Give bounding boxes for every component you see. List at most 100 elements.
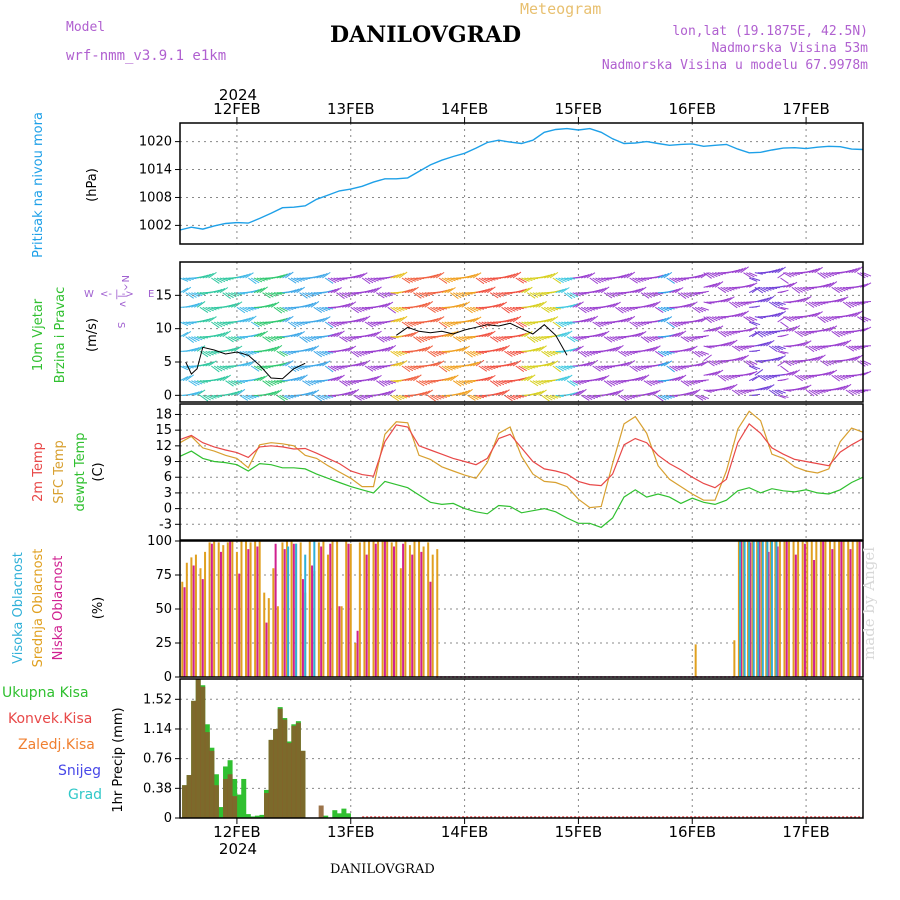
wind-barb xyxy=(683,292,692,298)
wind-barb xyxy=(598,287,607,294)
wind-barb xyxy=(381,380,391,386)
wind-barb xyxy=(820,345,829,348)
wind-barb xyxy=(509,394,519,400)
wind-barb xyxy=(563,374,573,382)
wind-barb xyxy=(296,375,305,382)
wind-barb xyxy=(208,306,217,311)
wind-barb xyxy=(430,350,439,357)
wind-barb xyxy=(253,321,263,327)
wind-barb xyxy=(731,389,741,396)
wind-barb xyxy=(601,277,610,281)
wind-barb xyxy=(268,292,277,297)
wind-barb xyxy=(390,336,399,339)
wind-barb xyxy=(748,282,758,288)
wind-barb xyxy=(444,287,453,294)
wind-barb xyxy=(857,301,866,304)
wind-barb xyxy=(726,374,735,379)
wind-barb xyxy=(470,317,479,323)
wind-barb xyxy=(632,365,641,372)
wind-barb xyxy=(287,277,297,284)
wind-barb xyxy=(347,389,357,396)
wind-barb xyxy=(376,380,385,387)
wind-barb xyxy=(322,350,331,355)
wind-barb xyxy=(589,315,599,323)
wind-barb xyxy=(216,287,226,294)
wind-barb xyxy=(282,394,291,400)
wind-barb xyxy=(461,292,470,296)
wind-barb xyxy=(202,273,211,279)
wind-barb xyxy=(766,286,775,290)
wind-barb xyxy=(555,394,564,398)
wind-barb xyxy=(669,277,678,283)
wind-barb xyxy=(398,315,408,323)
wind-barb xyxy=(617,394,627,402)
wind-barb xyxy=(179,277,189,282)
wind-barb xyxy=(652,292,661,296)
wind-barb xyxy=(359,394,368,400)
wind-barb xyxy=(797,386,806,391)
wind-barb xyxy=(848,312,857,318)
wind-barb xyxy=(438,350,448,354)
wind-barb xyxy=(433,306,442,312)
wind-barb xyxy=(655,380,664,383)
wind-barb xyxy=(313,394,323,402)
wind-barb xyxy=(487,286,496,294)
wind-barb xyxy=(532,336,542,342)
wind-barb xyxy=(213,333,223,338)
wind-barb xyxy=(657,317,667,323)
wind-barb xyxy=(472,272,482,279)
wind-barb xyxy=(760,330,769,336)
total-precip-bar xyxy=(341,808,347,818)
wind-barb xyxy=(822,282,832,288)
wind-barb xyxy=(398,271,408,279)
wind-barb xyxy=(859,371,869,376)
wind-barb xyxy=(370,287,379,294)
wind-barb xyxy=(632,377,641,382)
wind-barb xyxy=(569,292,579,298)
wind-barb xyxy=(288,306,297,310)
wind-barb xyxy=(706,272,715,278)
wind-barb xyxy=(373,365,382,370)
wind-barb xyxy=(691,306,701,314)
wind-barb xyxy=(250,289,260,294)
wind-barb xyxy=(731,357,741,362)
wind-barb xyxy=(487,374,496,382)
wind-barb xyxy=(367,365,377,371)
wind-barb xyxy=(720,342,729,347)
wind-barb xyxy=(768,374,778,378)
wind-barb xyxy=(464,388,473,396)
wind-barb xyxy=(265,391,274,396)
wind-barb xyxy=(754,272,763,275)
wind-barb xyxy=(325,394,334,398)
wind-barb xyxy=(748,360,758,365)
wind-barb xyxy=(245,272,254,279)
total-precip-bar xyxy=(332,810,338,818)
wind-barb xyxy=(233,292,243,296)
wind-barb xyxy=(182,277,191,281)
wind-barb xyxy=(447,365,456,370)
wind-barb xyxy=(728,301,738,309)
wind-barb xyxy=(447,375,456,382)
wind-barb xyxy=(273,336,283,340)
wind-barb xyxy=(251,350,260,354)
wind-barb xyxy=(242,306,251,312)
wind-barb xyxy=(601,321,610,325)
wind-barb xyxy=(489,336,499,343)
wind-barb xyxy=(196,301,206,308)
wind-barb xyxy=(683,303,692,308)
wind-barb xyxy=(370,331,379,338)
wind-barb xyxy=(401,289,411,294)
wind-barb xyxy=(211,321,220,329)
wind-barb xyxy=(598,331,607,338)
y-tick-label: 6 xyxy=(164,470,172,485)
wind-barb xyxy=(689,345,698,352)
wind-barb xyxy=(620,317,630,323)
wind-barb xyxy=(418,391,428,396)
wind-barb xyxy=(495,302,505,308)
wind-barb xyxy=(182,286,192,294)
wind-barb xyxy=(344,346,354,352)
wind-barb xyxy=(501,380,510,384)
wind-barb xyxy=(339,336,348,343)
wind-barb xyxy=(427,306,436,313)
wind-barb xyxy=(834,374,843,381)
